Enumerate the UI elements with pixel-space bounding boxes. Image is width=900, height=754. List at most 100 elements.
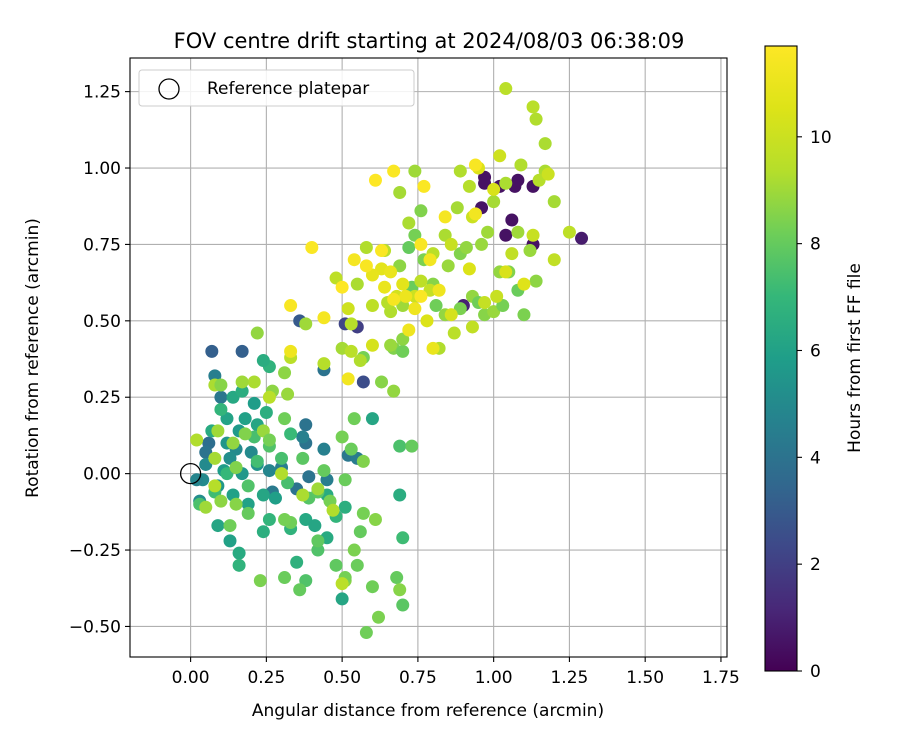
data-point [399,289,413,303]
x-axis-ticks: 0.00 0.25 0.50 0.75 1.00 1.25 1.50 1.75 [172,657,740,688]
data-point [299,574,313,588]
data-point [417,179,431,193]
data-point [281,387,295,401]
colorbar-gradient [764,45,798,672]
data-point [529,112,543,126]
data-point [244,445,258,459]
colorbar-tick-label: 8 [810,235,821,255]
data-point [517,308,531,322]
data-point [465,320,479,334]
data-point [414,274,428,288]
data-point [375,375,389,389]
data-point [487,195,501,209]
y-tick-label: 0.75 [83,235,121,255]
data-point [511,225,525,239]
data-point [396,344,410,358]
data-point [475,237,489,251]
data-point [329,271,343,285]
data-point [356,375,370,389]
data-point [408,164,422,178]
chart-title: FOV centre drift starting at 2024/08/03 … [174,29,685,53]
y-tick-label: 0.25 [83,388,121,408]
data-point [499,82,513,96]
colorbar-tick-label: 2 [810,555,821,575]
data-point [396,332,410,346]
data-point [275,451,289,465]
y-tick-label: 1.25 [83,83,121,103]
data-point [426,341,440,355]
colorbar-tick-label: 0 [810,662,821,682]
data-point [384,338,398,352]
x-tick-label: 0.75 [399,668,437,688]
colorbar-ticks: 0 2 4 6 8 10 [797,128,832,682]
data-point [284,299,298,313]
data-point [353,525,367,539]
data-point [199,445,213,459]
data-point [229,461,243,475]
data-point [326,503,340,517]
y-tick-label: 0.50 [83,312,121,332]
data-point [402,216,416,230]
data-point [453,164,467,178]
data-point [290,555,304,569]
data-point [420,314,434,328]
data-point [199,500,213,514]
data-point [296,430,310,444]
data-point [402,323,416,337]
y-tick-label: −0.25 [69,541,121,561]
data-point [296,488,310,502]
data-point [487,182,501,196]
data-point [387,164,401,178]
data-point [356,506,370,520]
colorbar-tick-label: 6 [810,341,821,361]
data-point [281,476,295,490]
data-point [190,433,204,447]
data-point [311,534,325,548]
data-point [499,176,513,190]
data-point [250,454,264,468]
data-point [311,482,325,496]
data-point [317,464,331,478]
data-point [444,237,458,251]
x-axis-label: Angular distance from reference (arcmin) [252,701,604,721]
legend-box [138,69,415,107]
data-point [511,173,525,187]
data-point [393,583,407,597]
data-point [296,451,310,465]
data-point [365,580,379,594]
data-point [262,464,276,478]
colorbar-label: Hours from first FF file [845,263,865,453]
data-point [359,259,373,273]
data-point [208,479,222,493]
data-point [368,173,382,187]
data-point [438,228,452,242]
x-tick-label: 1.75 [702,668,740,688]
data-point [517,277,531,291]
data-point [335,592,349,606]
data-point [208,369,222,383]
data-point [190,473,204,487]
data-point [241,506,255,520]
data-point [214,402,228,416]
data-point [396,531,410,545]
data-point [532,173,546,187]
data-point [341,302,355,316]
data-point [423,253,437,267]
x-tick-label: 1.50 [626,668,664,688]
data-point [462,262,476,276]
data-point [205,344,219,358]
data-point [393,439,407,453]
data-point [359,240,373,254]
data-point [317,311,331,325]
data-point [408,302,422,316]
plot-frame [129,57,728,658]
colorbar-tick-label: 10 [810,128,832,148]
data-point [284,427,298,441]
data-point [335,280,349,294]
data-point [408,228,422,242]
data-point [235,375,249,389]
data-point [423,283,437,297]
legend-label: Reference platepar [207,79,369,99]
data-point [247,396,261,410]
data-point [541,167,555,181]
